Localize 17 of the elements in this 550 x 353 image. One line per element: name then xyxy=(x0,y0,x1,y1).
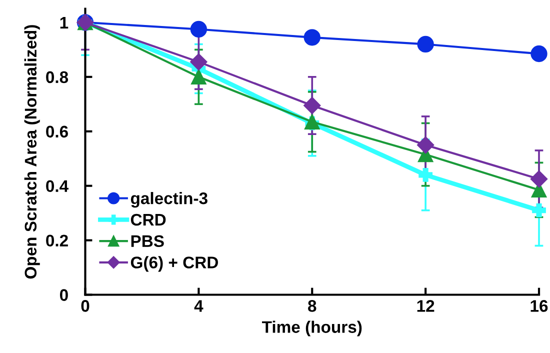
y-tick-label: 0.6 xyxy=(46,126,68,138)
y-tick-label: 0.2 xyxy=(46,234,68,246)
y-tick-label: 0.4 xyxy=(46,180,68,192)
y-tick-label: 0.8 xyxy=(46,71,68,84)
y-tick-label: 0 xyxy=(60,289,68,301)
legend-label: CRD xyxy=(130,214,166,226)
y-axis-title: Open Scratch Area (Normalized) xyxy=(24,25,40,279)
x-axis-title: Time (hours) xyxy=(262,320,362,336)
x-tick-label: 16 xyxy=(530,300,548,312)
x-tick-label: 8 xyxy=(308,300,316,312)
x-tick-label: 12 xyxy=(417,300,434,312)
y-tick-label: 1 xyxy=(60,17,68,28)
legend-label: galectin-3 xyxy=(130,192,208,208)
legend-label: PBS xyxy=(131,235,164,248)
x-tick-label: 4 xyxy=(194,300,204,312)
legend-label: G(6) + CRD xyxy=(130,256,218,272)
x-tick-label: 0 xyxy=(81,300,90,312)
